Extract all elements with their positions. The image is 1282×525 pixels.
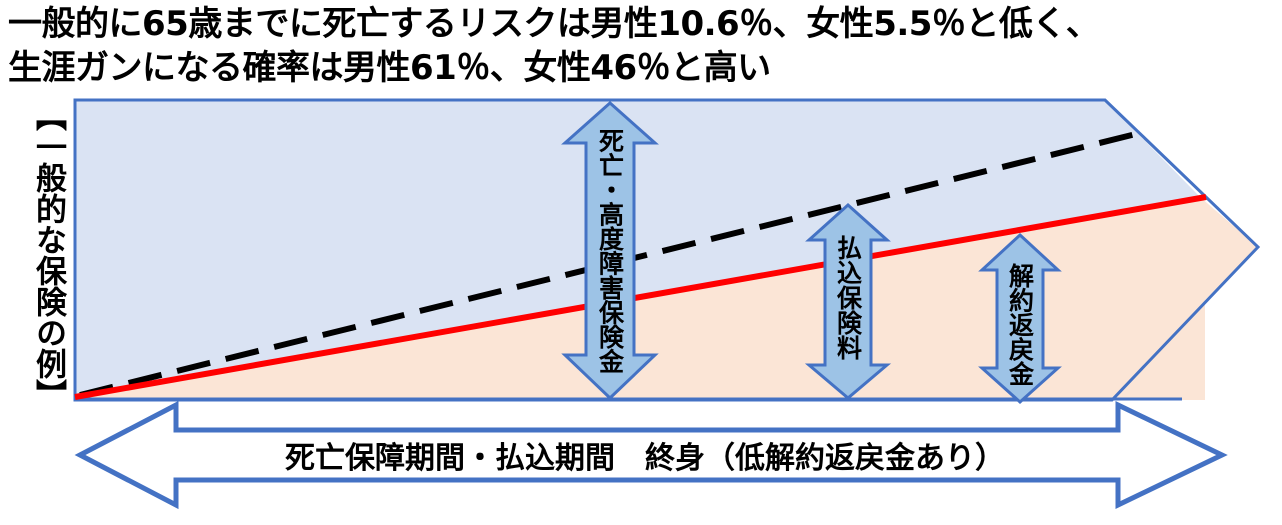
- title-line-1: 一般的に65歳までに死亡するリスクは男性10.6％、女性5.5％と低く、: [8, 4, 1100, 44]
- premiums-paid-label: 払込保険料: [834, 235, 864, 360]
- period-arrow: [74, 400, 1228, 510]
- surrender-value-label: 解約返戻金: [1006, 263, 1036, 386]
- dashed-trend-line: [79, 130, 1141, 398]
- death-benefit-arrow: [561, 100, 659, 401]
- death-benefit-label: 死亡・高度障害保険金: [596, 128, 626, 374]
- side-label: 【一般的な保険の例】: [30, 100, 66, 410]
- surrender-value-arrow: [978, 232, 1062, 405]
- diagram-outline: [73, 98, 1261, 402]
- lower-area: [75, 197, 1258, 400]
- premiums-paid-arrow: [804, 202, 892, 400]
- period-label: 死亡保障期間・払込期間 終身（低解約返戻金あり）: [285, 441, 1005, 476]
- premium-line: [74, 194, 1207, 400]
- title-line-2: 生涯ガンになる確率は男性61％、女性46％と高い: [8, 48, 771, 88]
- upper-area: [75, 100, 1200, 397]
